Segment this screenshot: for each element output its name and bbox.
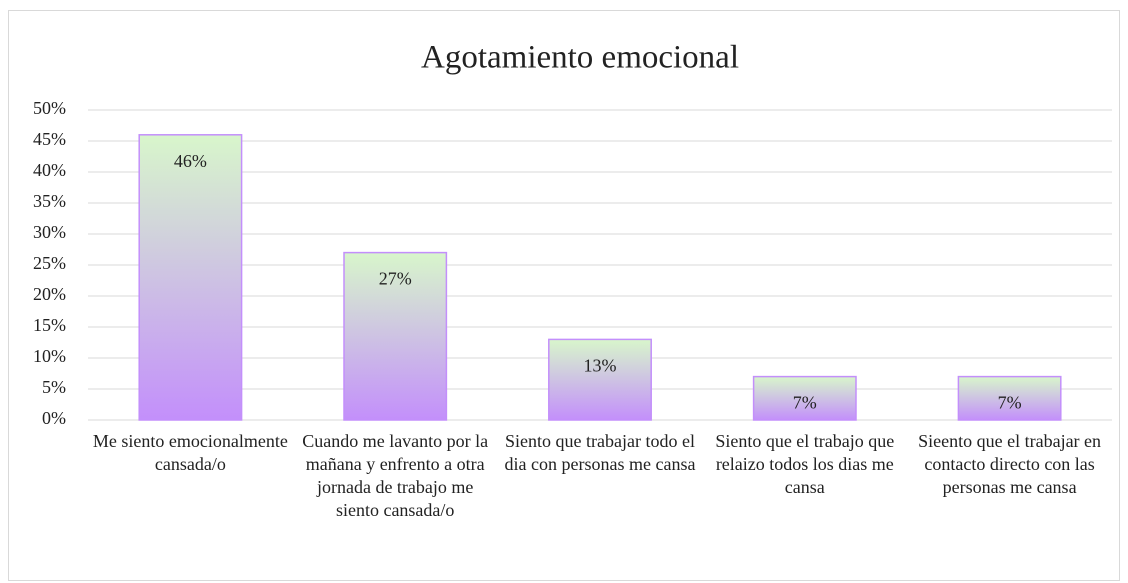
value-label: 7%: [793, 393, 817, 413]
y-tick-label: 10%: [33, 346, 66, 366]
x-tick-label: Me siento emocionalmente cansada/o: [92, 431, 288, 474]
y-tick-label: 45%: [33, 129, 66, 149]
value-label: 13%: [584, 356, 617, 376]
y-tick-label: 35%: [33, 191, 66, 211]
x-tick-label: Siento que el trabajo que relaizo todos …: [715, 431, 895, 497]
y-tick-label: 50%: [33, 98, 66, 118]
value-label: 46%: [174, 151, 207, 171]
y-tick-label: 5%: [42, 377, 66, 397]
x-tick-label: Sieento que el trabajar en contacto dire…: [918, 431, 1102, 497]
y-tick-label: 25%: [33, 253, 66, 273]
x-tick-label: Cuando me lavanto por la mañana y enfren…: [302, 431, 489, 520]
bar: [752, 375, 857, 421]
bar: [343, 251, 448, 421]
y-tick-label: 40%: [33, 160, 66, 180]
y-tick-label: 30%: [33, 222, 66, 242]
value-label: 27%: [379, 269, 412, 289]
chart-title: Agotamiento emocional: [421, 40, 739, 76]
value-label: 7%: [998, 393, 1022, 413]
y-tick-label: 20%: [33, 284, 66, 304]
bar: [548, 338, 652, 421]
y-tick-label: 15%: [33, 315, 66, 335]
y-tick-label: 0%: [42, 408, 66, 428]
bar: [957, 375, 1062, 421]
bar: [138, 134, 243, 421]
x-tick-label: Siento que trabajar todo el dia con pers…: [504, 431, 696, 474]
